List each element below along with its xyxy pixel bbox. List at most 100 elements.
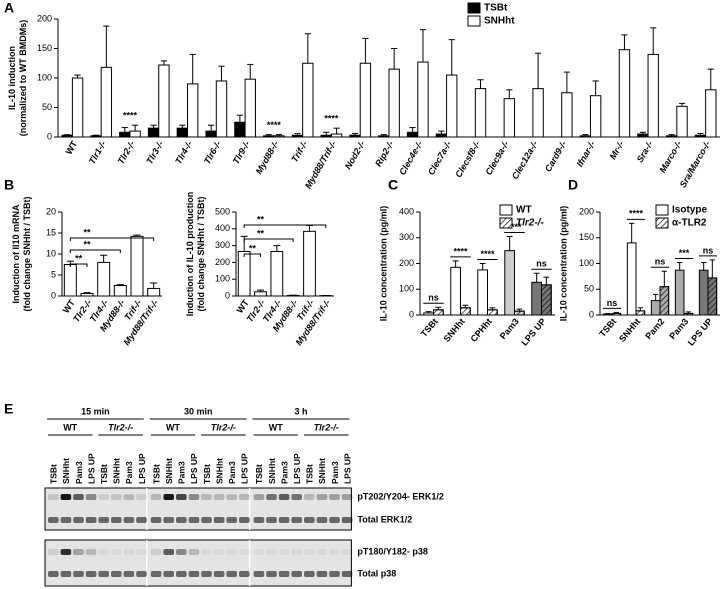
bracket xyxy=(69,237,155,241)
blot-band xyxy=(291,571,302,577)
significance: **** xyxy=(324,114,339,124)
bar xyxy=(676,105,688,138)
x-tick-label: CPHht xyxy=(469,316,494,343)
significance: **** xyxy=(480,249,495,259)
legend-label: α-TLR2 xyxy=(672,218,707,229)
y-axis-label: (normalized to WT BMDMs) xyxy=(18,20,28,137)
bar xyxy=(90,135,102,138)
blot-band xyxy=(98,549,109,555)
y-axis-label: IL-10 induction xyxy=(7,46,17,110)
timepoint-label: 30 min xyxy=(184,406,213,416)
bar xyxy=(61,134,73,138)
bar xyxy=(113,285,127,297)
significance: *** xyxy=(679,248,690,258)
blot-panel xyxy=(44,539,352,587)
bar xyxy=(97,261,111,297)
timepoint-label: 15 min xyxy=(81,406,110,416)
bar xyxy=(647,53,659,138)
bar xyxy=(378,135,390,138)
bar xyxy=(705,89,717,138)
y-tick-label: 300 xyxy=(399,232,414,242)
blot-band xyxy=(266,494,277,500)
blot-band xyxy=(111,549,122,555)
significance: ns xyxy=(607,298,618,308)
bar xyxy=(129,130,141,138)
lane-label: SNHht xyxy=(164,458,174,484)
blot-band xyxy=(226,549,237,555)
blot-row-label: pT202/Y204- ERK1/2 xyxy=(357,491,444,501)
blot-band xyxy=(176,517,187,523)
genotype-label: Tlr2-/- xyxy=(108,422,133,432)
bar xyxy=(561,92,573,138)
blot-band xyxy=(266,549,277,555)
bar xyxy=(504,250,515,316)
bar xyxy=(147,287,161,297)
y-tick-label: 50 xyxy=(42,102,52,112)
lane-label: Pam3 xyxy=(279,461,289,484)
blot-band xyxy=(329,549,340,555)
blot-band xyxy=(341,571,353,577)
y-tick-label: 200 xyxy=(215,257,230,267)
bar xyxy=(579,135,591,138)
lane-label: SNHht xyxy=(267,458,277,484)
y-tick-label: 150 xyxy=(37,43,52,53)
blot-band xyxy=(163,494,174,500)
x-tick-label: Clec9a-/- xyxy=(483,139,510,177)
legend-swatch xyxy=(467,15,481,27)
y-tick-label: 0 xyxy=(51,290,56,300)
y-tick-label: 400 xyxy=(215,223,230,233)
lane-label: LPS UP xyxy=(292,453,302,484)
x-tick-label: Tlr6-/- xyxy=(202,139,223,166)
blot-band xyxy=(316,571,328,577)
bar xyxy=(674,269,685,316)
x-tick-label: Tlr2-/- xyxy=(116,139,137,166)
bar xyxy=(237,250,251,297)
blot-band xyxy=(341,494,353,500)
y-tick-label: 100 xyxy=(399,284,414,294)
bar xyxy=(63,264,77,297)
y-axis-label: IL-10 concentration (pg/ml) xyxy=(558,206,568,322)
blot-band xyxy=(136,549,147,555)
bar xyxy=(503,98,515,138)
bar xyxy=(270,250,284,297)
x-tick-label: Pam3 xyxy=(667,316,690,341)
significance: **** xyxy=(267,120,282,130)
bar xyxy=(589,95,602,138)
bar xyxy=(273,135,285,138)
y-axis-label: Induction of IL-10 production xyxy=(185,192,195,316)
legend-label: WT xyxy=(516,205,532,216)
blot-band xyxy=(304,517,315,523)
blot-band xyxy=(60,494,72,500)
bar xyxy=(477,269,488,316)
bracket-label: ** xyxy=(83,227,91,237)
x-tick-label: Ifnar-/- xyxy=(575,139,598,168)
x-tick-label: SNHht xyxy=(442,316,467,343)
bar xyxy=(291,134,304,138)
y-tick-label: 0 xyxy=(225,290,230,300)
bar-hatch xyxy=(683,312,694,316)
genotype-label: Tlr2-/- xyxy=(314,422,339,432)
blot-band xyxy=(253,549,265,555)
significance: **** xyxy=(123,111,138,121)
blot-band xyxy=(253,494,265,500)
blot-band xyxy=(136,517,147,523)
y-axis-label: IL-10 concentration (pg/ml) xyxy=(378,206,388,322)
lane-label: Pam3 xyxy=(74,461,84,484)
bar xyxy=(531,281,543,316)
bar-hatch xyxy=(541,284,552,316)
x-tick-label: Clecsf8-/- xyxy=(453,139,482,179)
lane-label: Pam3 xyxy=(124,461,134,484)
blot-band xyxy=(85,549,97,555)
bar xyxy=(302,62,314,138)
blot-band xyxy=(316,517,328,523)
legend-swatch xyxy=(499,204,513,216)
y-tick-label: 0 xyxy=(589,309,594,319)
blot-band xyxy=(253,571,265,577)
blot-band xyxy=(329,571,340,577)
blot-band xyxy=(188,494,200,500)
lane-label: TSBt xyxy=(305,464,315,484)
blot-band xyxy=(278,549,290,555)
significance: ns xyxy=(428,293,439,303)
lane-label: TSBt xyxy=(99,464,109,484)
